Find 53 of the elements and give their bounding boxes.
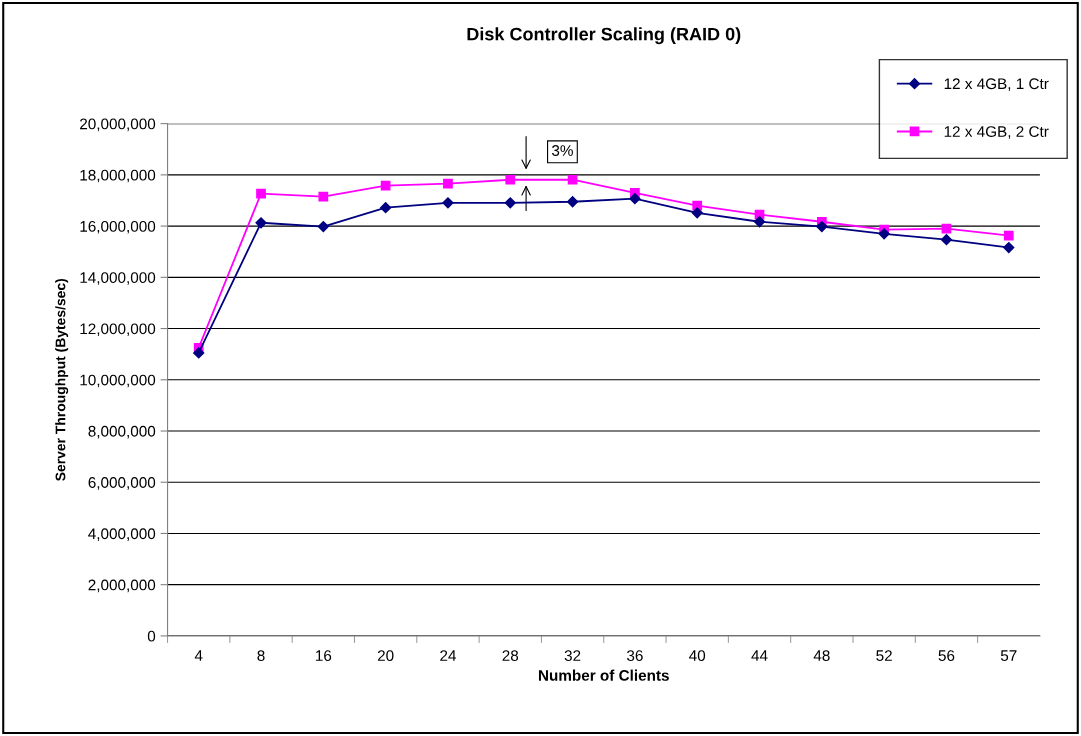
point	[443, 178, 453, 189]
legend-label: 12 x 4GB, 1 Ctr	[944, 78, 1049, 91]
point	[317, 221, 329, 233]
y-axis-title: Server Throughput (Bytes/sec)	[55, 278, 69, 481]
x-tick-label: 4	[194, 650, 203, 661]
point	[1003, 242, 1015, 254]
x-tick-label: 24	[440, 650, 457, 661]
x-tick-label: 52	[876, 650, 892, 662]
y-tick-label: 6,000,000	[88, 477, 156, 490]
y-tick-label: 10,000,000	[80, 374, 156, 388]
x-tick-label: 56	[938, 650, 955, 662]
point	[753, 216, 766, 228]
point	[380, 202, 392, 214]
y-tick-label: 8,000,000	[88, 425, 156, 439]
y-tick-label: 14,000,000	[80, 272, 156, 285]
y-tick-label: 18,000,000	[80, 169, 156, 183]
x-tick-label: 8	[257, 650, 265, 662]
y-tick-label: 12,000,000	[80, 323, 156, 337]
point	[442, 197, 454, 209]
y-tick-label: 20,000,000	[80, 118, 156, 132]
point	[816, 221, 828, 233]
x-tick-label: 44	[751, 650, 768, 661]
y-tick-label: 0	[147, 630, 156, 642]
y-tick-label: 4,000,000	[88, 528, 156, 541]
x-tick-label: 57	[1000, 650, 1017, 662]
point	[505, 174, 516, 185]
annotation: 3%	[551, 145, 573, 156]
x-tick-label: 48	[813, 650, 830, 662]
point	[940, 234, 953, 246]
point	[629, 193, 641, 205]
point	[255, 217, 267, 229]
point	[193, 347, 205, 359]
point	[567, 174, 578, 185]
point	[1003, 230, 1014, 241]
x-tick-label: 28	[502, 650, 519, 662]
x-axis-title: Number of Clients	[538, 669, 669, 681]
chart-title: Disk Controller Scaling (RAID 0)	[467, 27, 741, 45]
x-tick-label: 40	[689, 650, 706, 662]
point	[691, 207, 703, 219]
x-tick-label: 36	[626, 650, 643, 662]
point	[941, 223, 952, 234]
point	[504, 197, 516, 209]
y-tick-label: 16,000,000	[80, 220, 156, 234]
point	[566, 196, 579, 208]
y-tick-label: 2,000,000	[88, 579, 156, 593]
x-tick-label: 16	[316, 650, 332, 662]
point	[256, 188, 266, 199]
point	[318, 191, 329, 202]
legend-label: 12 x 4GB, 2 Ctr	[944, 126, 1049, 139]
x-tick-label: 32	[564, 650, 581, 662]
point	[380, 180, 391, 191]
x-tick-label: 20	[377, 650, 394, 662]
point	[878, 228, 890, 240]
